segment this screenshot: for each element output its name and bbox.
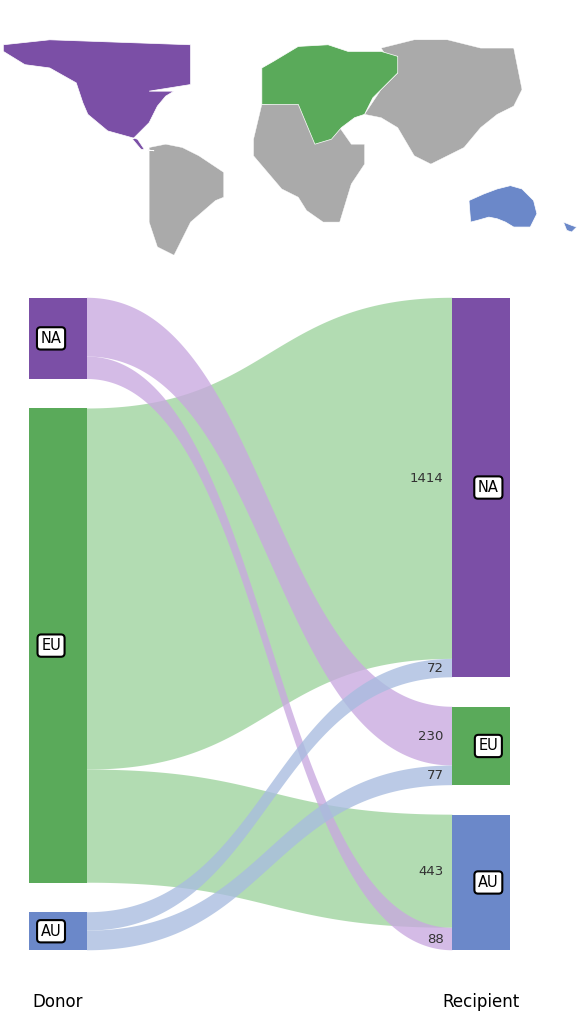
Polygon shape <box>87 298 452 766</box>
Text: 1414: 1414 <box>410 472 444 484</box>
Polygon shape <box>469 185 537 227</box>
Text: 77: 77 <box>427 769 444 782</box>
Text: NA: NA <box>41 331 61 346</box>
Text: 72: 72 <box>427 662 444 675</box>
Polygon shape <box>149 144 224 255</box>
Text: 88: 88 <box>427 933 444 945</box>
Text: AU: AU <box>478 874 499 890</box>
Polygon shape <box>87 770 452 928</box>
Polygon shape <box>253 102 365 222</box>
Bar <box>29 298 87 379</box>
Text: 230: 230 <box>418 730 444 742</box>
Text: EU: EU <box>41 638 61 653</box>
Polygon shape <box>3 40 191 151</box>
Text: 443: 443 <box>418 864 444 878</box>
Text: EU: EU <box>478 738 498 754</box>
Bar <box>452 298 510 677</box>
Polygon shape <box>87 298 452 770</box>
Text: Donor: Donor <box>32 993 84 1011</box>
Polygon shape <box>365 40 522 164</box>
Bar <box>29 409 87 883</box>
Polygon shape <box>87 356 452 950</box>
Polygon shape <box>262 45 398 144</box>
Bar <box>452 815 510 950</box>
Text: Recipient: Recipient <box>443 993 520 1011</box>
Bar <box>452 707 510 785</box>
Polygon shape <box>87 658 452 931</box>
Polygon shape <box>563 222 577 232</box>
Text: AU: AU <box>41 924 61 939</box>
Polygon shape <box>87 766 452 950</box>
Bar <box>29 912 87 950</box>
Text: NA: NA <box>478 480 499 495</box>
